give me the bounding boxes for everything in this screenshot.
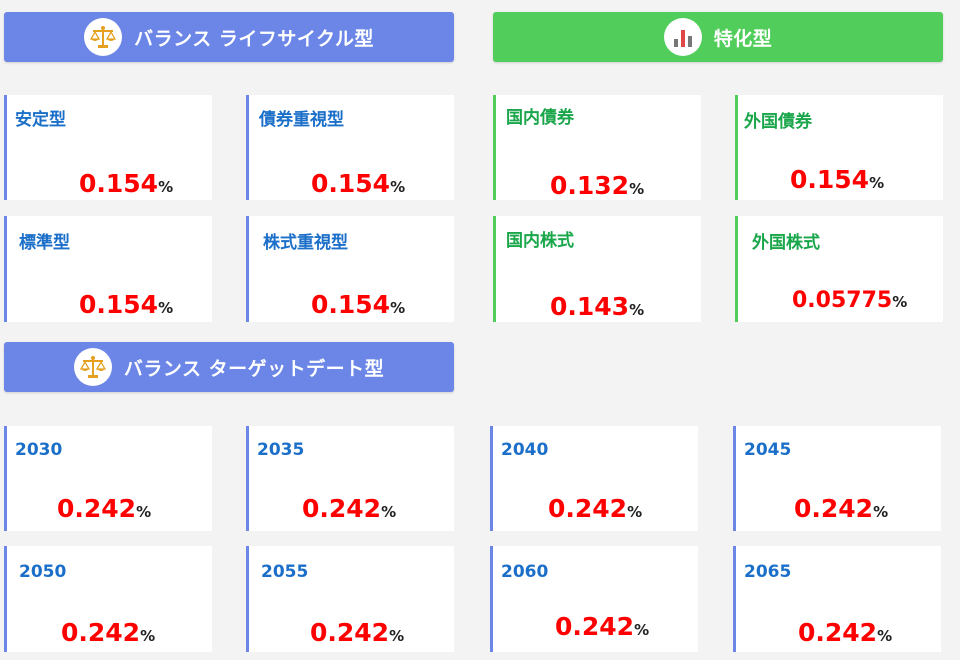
fund-fee-unit: %: [629, 301, 645, 319]
fund-fee: 0.242%: [57, 494, 151, 523]
fund-card-2055[interactable]: 2055 0.242%: [246, 546, 454, 652]
fund-card-foreign-bond[interactable]: 外国債券 0.154%: [735, 95, 943, 200]
fund-fee-value: 0.242: [794, 494, 874, 523]
fund-fee-unit: %: [158, 299, 174, 317]
fund-name: 2055: [261, 562, 309, 582]
fund-fee-value: 0.242: [61, 618, 141, 647]
bar-chart-icon: [663, 18, 702, 56]
fund-fee-value: 0.154: [79, 290, 159, 319]
fund-fee: 0.154%: [311, 290, 405, 319]
fund-name: 外国株式: [752, 233, 820, 253]
fund-name: 外国債券: [744, 112, 812, 132]
fund-fee-unit: %: [873, 503, 889, 521]
fund-fee-value: 0.132: [550, 171, 630, 200]
fund-fee: 0.242%: [798, 618, 892, 647]
fund-card-2030[interactable]: 2030 0.242%: [4, 426, 212, 531]
fund-fee: 0.242%: [61, 618, 155, 647]
fund-name: 2050: [19, 562, 67, 582]
section-title-lifecycle: バランス ライフサイクル型: [134, 27, 374, 50]
fund-fee-unit: %: [140, 627, 156, 645]
fund-fee: 0.242%: [555, 612, 649, 641]
fund-fee-value: 0.242: [555, 612, 635, 641]
fund-fee-value: 0.242: [548, 494, 628, 523]
fund-fee-unit: %: [381, 503, 397, 521]
section-header-special[interactable]: 特化型: [493, 12, 943, 62]
fund-name: 2030: [15, 440, 63, 460]
fund-card-foreign-stock[interactable]: 外国株式 0.05775%: [735, 216, 943, 322]
fund-card-2050[interactable]: 2050 0.242%: [4, 546, 212, 652]
fund-name: 2060: [501, 562, 549, 582]
fund-name: 2040: [501, 440, 549, 460]
fund-name: 株式重視型: [263, 233, 348, 253]
fund-name: 2035: [257, 440, 305, 460]
fund-fee: 0.143%: [550, 292, 644, 321]
fund-fee: 0.154%: [79, 169, 173, 198]
fund-fee-value: 0.242: [798, 618, 878, 647]
fund-fee-unit: %: [869, 174, 885, 192]
fund-card-2065[interactable]: 2065 0.242%: [733, 546, 941, 652]
fund-name: 安定型: [15, 110, 66, 130]
fund-name: 国内債券: [506, 108, 574, 128]
fund-fee-value: 0.143: [550, 292, 630, 321]
fund-fee: 0.05775%: [792, 288, 907, 313]
fund-fee-unit: %: [390, 178, 406, 196]
fund-card-2045[interactable]: 2045 0.242%: [733, 426, 941, 531]
fund-fee-value: 0.05775: [792, 288, 893, 313]
fund-fee: 0.154%: [79, 290, 173, 319]
fund-fee: 0.154%: [790, 165, 884, 194]
section-header-targetdate[interactable]: バランス ターゲットデート型: [4, 342, 454, 392]
fund-card-standard[interactable]: 標準型 0.154%: [4, 216, 212, 322]
fund-card-stable[interactable]: 安定型 0.154%: [4, 95, 212, 200]
fund-card-2060[interactable]: 2060 0.242%: [490, 546, 698, 652]
section-title-special: 特化型: [713, 27, 773, 50]
balance-scale-icon: [73, 348, 112, 386]
fund-fee-unit: %: [158, 178, 174, 196]
fund-fee-unit: %: [629, 180, 645, 198]
fund-name: 標準型: [19, 233, 70, 253]
fund-fee-unit: %: [136, 503, 152, 521]
fund-fee-unit: %: [389, 627, 405, 645]
fund-fee: 0.242%: [548, 494, 642, 523]
fund-card-2035[interactable]: 2035 0.242%: [246, 426, 454, 531]
section-header-lifecycle[interactable]: バランス ライフサイクル型: [4, 12, 454, 62]
fund-fee-unit: %: [627, 503, 643, 521]
fund-fee-value: 0.242: [57, 494, 137, 523]
fund-fee-unit: %: [877, 627, 893, 645]
fund-fee: 0.154%: [311, 169, 405, 198]
fund-name: 2045: [744, 440, 792, 460]
fund-fee-unit: %: [634, 621, 650, 639]
fund-card-domestic-stock[interactable]: 国内株式 0.143%: [493, 216, 701, 322]
fund-fee-value: 0.242: [302, 494, 382, 523]
fund-fee-value: 0.242: [310, 618, 390, 647]
fund-fee: 0.242%: [310, 618, 404, 647]
fund-name: 債券重視型: [259, 110, 344, 130]
fund-card-2040[interactable]: 2040 0.242%: [490, 426, 698, 531]
fund-fee-value: 0.154: [790, 165, 870, 194]
fund-fee: 0.242%: [302, 494, 396, 523]
fund-fee-value: 0.154: [311, 169, 391, 198]
fund-card-domestic-bond[interactable]: 国内債券 0.132%: [493, 95, 701, 200]
section-title-targetdate: バランス ターゲットデート型: [123, 357, 385, 380]
balance-scale-icon: [84, 18, 123, 56]
fund-fee-unit: %: [390, 299, 406, 317]
fund-name: 2065: [744, 562, 792, 582]
fund-card-bond-focus[interactable]: 債券重視型 0.154%: [246, 95, 454, 200]
fund-fee-value: 0.154: [311, 290, 391, 319]
fund-fee-value: 0.154: [79, 169, 159, 198]
fund-name: 国内株式: [506, 231, 574, 251]
fund-card-stock-focus[interactable]: 株式重視型 0.154%: [246, 216, 454, 322]
fund-fee-unit: %: [892, 293, 908, 311]
fund-fee: 0.242%: [794, 494, 888, 523]
fund-fee: 0.132%: [550, 171, 644, 200]
